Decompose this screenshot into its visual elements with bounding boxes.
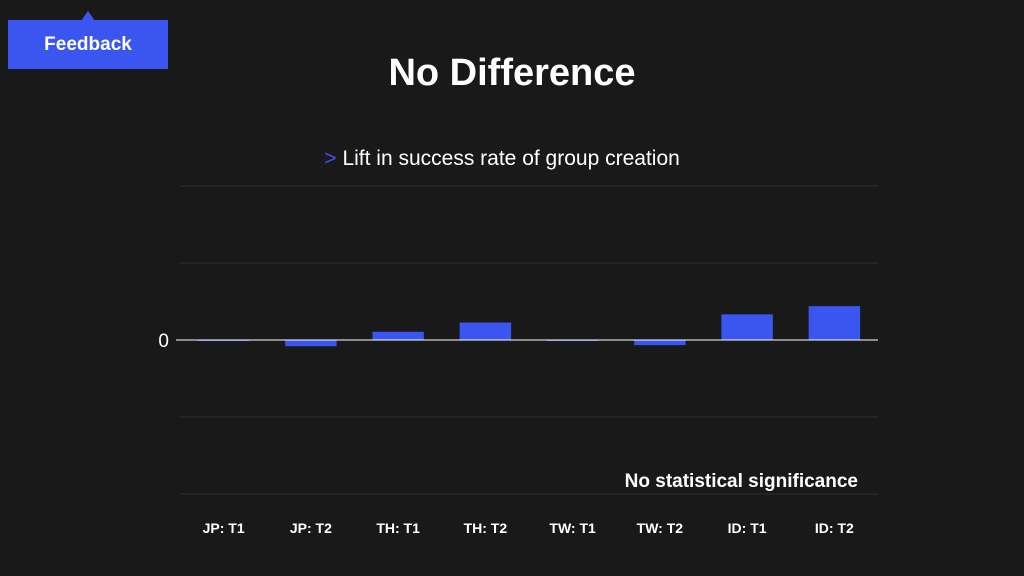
chart-bar	[459, 322, 512, 340]
y-tick-label: 0	[158, 331, 169, 352]
x-tick-label: JP: T1	[203, 520, 245, 536]
chart-gridlines	[180, 185, 878, 495]
chart-bar	[721, 314, 773, 340]
x-tick-label: TH: T1	[376, 520, 420, 536]
subtitle-text: Lift in success rate of group creation	[342, 147, 680, 170]
x-tick-label: JP: T2	[290, 520, 332, 536]
chart-bar	[808, 306, 861, 340]
chart-bar	[546, 340, 599, 342]
x-tick-label: ID: T2	[815, 520, 854, 536]
chart-bars	[197, 306, 861, 347]
x-tick-label: TW: T2	[637, 520, 684, 536]
chart-bar	[285, 340, 337, 347]
chart-annotation: No statistical significance	[625, 471, 858, 492]
chart-bar	[634, 340, 686, 346]
x-tick-label: TH: T2	[464, 520, 508, 536]
chart-bar	[197, 340, 250, 342]
slide-title: No Difference	[388, 52, 636, 94]
slide-subtitle: > Lift in success rate of group creation	[0, 147, 1004, 171]
feedback-button[interactable]: Feedback	[8, 20, 168, 69]
chart-labels: 0 JP: T1 JP: T2 TH: T1 TH: T2 TW: T1 TW: T2 ID:…	[158, 331, 858, 536]
x-tick-label: TW: T1	[549, 520, 596, 536]
x-tick-label: ID: T1	[728, 520, 767, 536]
subtitle-marker: >	[324, 147, 337, 170]
feedback-pointer	[81, 11, 95, 21]
chart-bar	[372, 331, 424, 340]
